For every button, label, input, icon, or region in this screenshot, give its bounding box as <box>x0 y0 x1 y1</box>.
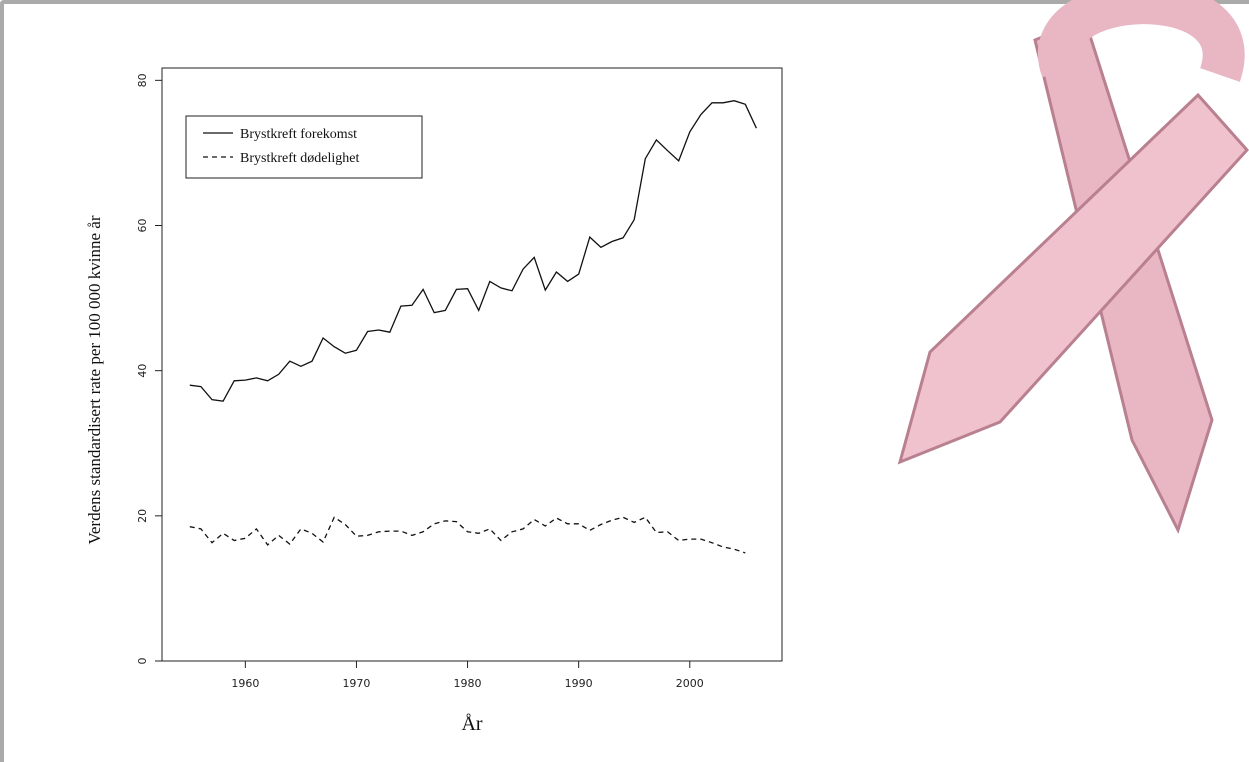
legend-label: Brystkreft forekomst <box>240 127 357 142</box>
y-tick-label: 0 <box>136 658 149 665</box>
y-tick-label: 80 <box>136 73 149 87</box>
legend-box <box>186 116 422 178</box>
y-tick-label: 40 <box>136 364 149 378</box>
x-tick-label: 1990 <box>565 677 593 690</box>
screenshot: Brystkreft forekomst Brystkreft dødelighe… <box>0 0 1249 762</box>
legend-label: Brystkreft dødelighet <box>240 151 359 166</box>
x-tick-label: 1970 <box>342 677 370 690</box>
x-tick-label: 1960 <box>231 677 259 690</box>
y-tick-label: 20 <box>136 509 149 523</box>
legend: Brystkreft forekomst Brystkreft dødelighe… <box>186 116 422 178</box>
x-tick-label: 1980 <box>454 677 482 690</box>
x-axis-title: År <box>461 713 482 735</box>
y-tick-label: 60 <box>136 219 149 233</box>
y-axis-title: Verdens standardisert rate per 100 000 k… <box>85 215 104 544</box>
x-tick-label: 2000 <box>676 677 704 690</box>
